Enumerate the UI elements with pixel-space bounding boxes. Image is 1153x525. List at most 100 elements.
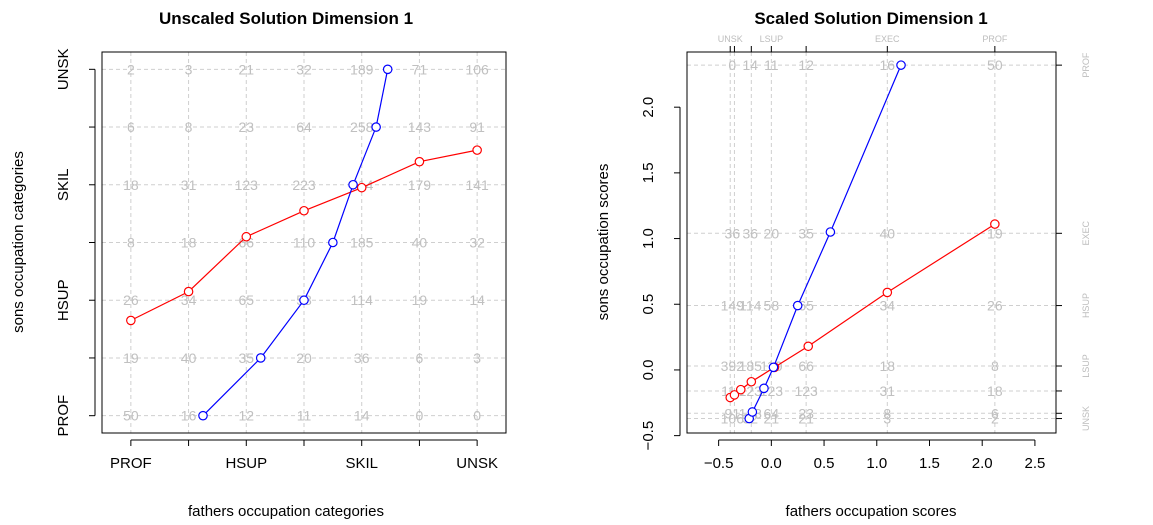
cell-count-label: 19 [412,292,428,308]
cell-count-label: 185 [350,235,374,251]
data-point [768,362,779,373]
x-tick-label: PROF [110,455,152,472]
grid [687,52,1056,433]
cell-count-label: 3 [473,350,481,366]
cell-count-label: 19 [987,225,1003,241]
cell-count-label: 31 [880,383,896,399]
right-tick-label: PROF [1081,52,1091,78]
data-point [746,376,757,387]
right-tick-label: EXEC [1081,221,1091,246]
cell-count-label: 40 [412,235,428,251]
cell-count-label: 6 [991,405,999,421]
x-axis-label: fathers occupation scores [786,503,957,520]
x-tick-label: SKIL [345,455,378,472]
data-point [759,383,769,394]
x-tick-label: 0.0 [761,455,782,472]
cell-count-label: 91 [725,405,741,421]
data-point [328,237,338,248]
cell-count-label: 8 [185,119,193,135]
y-axis-label: sons occupation scores [595,164,612,321]
axes: −0.5 0.0 0.5 1.0 1.5 2.0 2.5 −0.5 0.0 0.5 1.0 1.5 2.… [640,34,1091,472]
series-layer [126,64,482,421]
data-point [356,182,367,193]
cell-count-label: 36 [354,350,370,366]
data-point [126,315,136,326]
cell-count-label: 8 [883,405,891,421]
y-tick-label: 0.5 [640,294,657,315]
cell-count-label: 143 [408,119,432,135]
data-point [792,300,803,311]
cell-count-label: 40 [880,225,896,241]
data-point [299,205,309,216]
cell-count-label: 64 [296,119,312,135]
data-point [825,227,836,237]
cell-count-label: 114 [739,298,762,314]
data-point [348,179,358,190]
y-tick-label: SKIL [55,169,72,202]
data-point [729,390,740,400]
cell-count-label: 106 [721,411,745,427]
data-point [299,295,309,306]
cell-count-label: 35 [238,350,254,366]
grid [102,52,506,433]
plot-frame [101,51,507,434]
cell-count-label: 18 [880,358,896,374]
cell-count-label: 36 [742,225,758,241]
cell-count-label: 66 [798,358,814,374]
cell-count-label: 114 [351,292,374,308]
cell-count-label: 16 [181,408,197,424]
cell-count-label: 8 [127,235,135,251]
cell-count-label: 189 [350,61,374,77]
cell-count-label: 58 [764,298,780,314]
data-point [803,341,814,352]
cell-count-label: 16 [880,57,896,73]
y-tick-label: 2.0 [640,97,657,118]
cell-count-label: 91 [469,119,485,135]
cell-count-label: 258 [350,119,374,135]
cell-count-label: 0 [728,57,736,73]
cell-count-label: 14 [354,408,370,424]
cell-count-label: 36 [725,225,741,241]
cell-count-label: 34 [880,298,896,314]
cell-count-label: 26 [123,292,139,308]
y-tick-label: UNSK [55,48,72,90]
cell-count-label: 179 [408,177,432,193]
y-axis-label: sons occupation categories [10,151,27,333]
cell-count-label: 18 [987,383,1003,399]
cell-count-label: 26 [987,298,1003,314]
cell-count-label: 0 [416,408,424,424]
cell-count-label: 11 [297,408,312,424]
panel-title: Scaled Solution Dimension 1 [754,9,987,28]
cell-count-label: 0 [473,408,481,424]
cell-count-label: 12 [798,57,814,73]
cell-count-label: 34 [181,292,197,308]
y-tick-label: 0.0 [640,360,657,381]
y-tick-label: 1.0 [640,228,657,249]
cell-count-label: 65 [238,292,254,308]
x-axis-label: fathers occupation categories [188,503,384,520]
scaled-panel: Scaled Solution Dimension 1 0 14 11 12 16 50 3… [595,9,1091,520]
cell-count-label: 35 [798,225,814,241]
right-tick-label: LSUP [1081,354,1091,378]
cell-count-label: 40 [181,350,197,366]
data-point [896,60,906,70]
x-tick-label: 2.5 [1024,455,1045,472]
cell-count-label: 21 [764,411,780,427]
x-tick-label: 0.5 [814,455,835,472]
top-tick-label: EXEC [875,34,900,44]
cell-count-label: 21 [238,61,254,77]
axes: PROF HSUP SKIL UNSK PROF HSUP SKIL UNSK [55,48,498,472]
cell-count-label: 71 [412,61,428,77]
top-tick-label: UNSK [718,34,743,44]
x-tick-label: HSUP [225,455,267,472]
cell-count-label: 392 [721,358,745,374]
cell-count-label: 19 [123,350,139,366]
data-point [735,384,746,395]
cell-count-label: 185 [739,358,763,374]
data-point [198,410,208,421]
data-point [183,286,194,297]
data-point [255,353,266,363]
count-labels: 5016121114001940352036632634655811419148… [123,61,489,423]
cell-count-label: 123 [794,383,818,399]
y-tick-label: −0.5 [640,421,657,451]
